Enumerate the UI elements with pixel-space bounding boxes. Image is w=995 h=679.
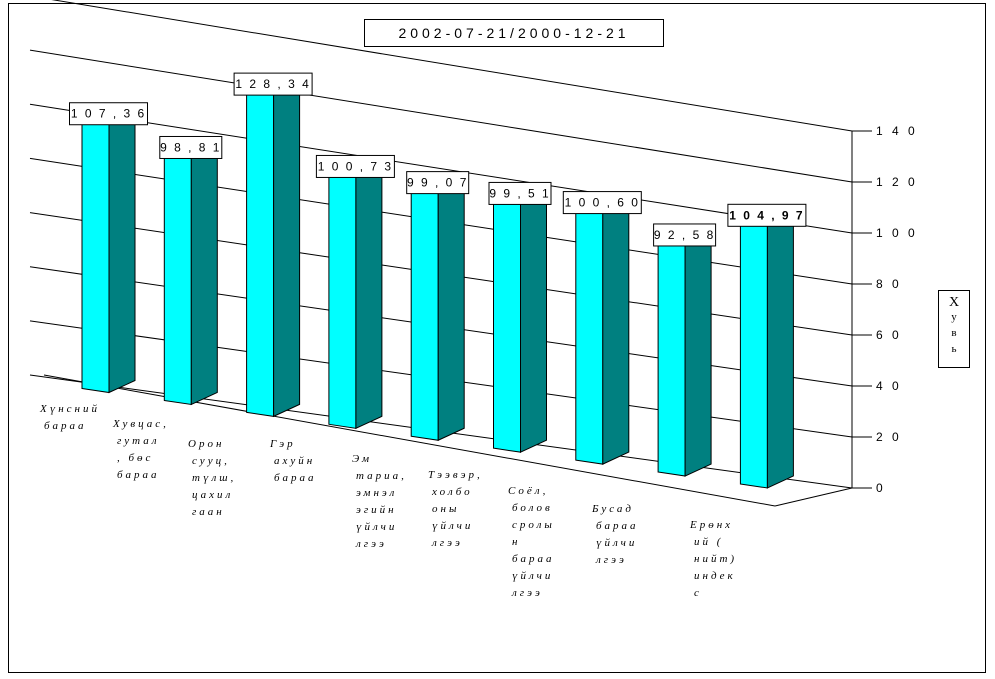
x-tick-label: Эм тариа, эмнэл эгийн үйлчи лгээ bbox=[352, 453, 407, 550]
bar-side bbox=[355, 158, 383, 430]
bar-side bbox=[108, 105, 136, 394]
floor-side-edge bbox=[774, 487, 853, 507]
y-tick-label: 6 0 bbox=[876, 328, 902, 342]
x-tick-label: Хүнсний бараа bbox=[39, 403, 100, 432]
data-label: 9 2 , 5 8 bbox=[654, 228, 715, 242]
x-tick-label: Тээвэр, холбо оны үйлчи лгээ bbox=[428, 469, 483, 549]
gridline bbox=[51, 0, 853, 132]
y-tick-label: 1 2 0 bbox=[876, 175, 918, 189]
y-tick-label: 0 bbox=[876, 481, 886, 495]
y-tick-label: 1 4 0 bbox=[876, 124, 918, 138]
bar-front bbox=[163, 147, 192, 406]
data-label: 1 0 4 , 9 7 bbox=[729, 208, 804, 222]
x-tick-label: Бусад бараа үйлчи лгээ bbox=[591, 503, 639, 566]
data-label-box bbox=[233, 72, 313, 96]
y-tick-label: 8 0 bbox=[876, 277, 902, 291]
bar-front bbox=[328, 166, 357, 429]
data-label-box bbox=[488, 181, 552, 205]
data-label: 1 2 8 , 3 4 bbox=[235, 77, 310, 91]
y-tick-label: 4 0 bbox=[876, 379, 902, 393]
data-label: 1 0 0 , 7 3 bbox=[318, 159, 393, 173]
data-label: 9 9 , 0 7 bbox=[407, 176, 468, 190]
y-tick-label: 2 0 bbox=[876, 430, 902, 444]
data-label: 1 0 7 , 3 6 bbox=[71, 107, 146, 121]
x-tick-label: Ерөнх ий (нийт) индек с bbox=[689, 519, 737, 599]
bar-front bbox=[410, 183, 439, 441]
data-label-box bbox=[406, 171, 470, 195]
bar-front bbox=[739, 215, 768, 489]
gridline bbox=[29, 49, 853, 183]
y-axis-label-char: ь bbox=[951, 343, 957, 355]
bar-side bbox=[190, 139, 218, 406]
x-tick-label: Гэр ахуйн бараа bbox=[269, 438, 317, 484]
bar-front bbox=[493, 193, 521, 453]
bar-side bbox=[766, 207, 794, 489]
y-axis-label-char: в bbox=[951, 327, 957, 339]
data-label-box bbox=[69, 102, 148, 126]
bar-front bbox=[575, 203, 604, 465]
y-axis-label-char: у bbox=[951, 311, 957, 323]
bar-side bbox=[602, 194, 630, 465]
bar-side bbox=[273, 76, 301, 418]
data-label: 9 8 , 8 1 bbox=[160, 140, 221, 154]
y-tick-label: 1 0 0 bbox=[876, 226, 918, 240]
bar-front bbox=[657, 235, 686, 477]
x-tick-label: Хувцас, гутал, бөс бараа bbox=[112, 418, 169, 481]
data-label: 1 0 0 , 6 0 bbox=[565, 196, 640, 210]
chart-title: 2002-07-21/2000-12-21 bbox=[364, 19, 664, 47]
data-label-box bbox=[653, 223, 717, 247]
data-label: 9 9 , 5 1 bbox=[489, 186, 550, 200]
x-tick-label: Соёл, болов сролы н бараа үйлчи лгээ bbox=[508, 485, 555, 599]
data-label-box bbox=[159, 135, 223, 159]
bar-side bbox=[520, 185, 547, 453]
data-label-box bbox=[727, 203, 807, 227]
bar-front bbox=[81, 114, 110, 394]
bar-front bbox=[246, 84, 275, 417]
data-label-box bbox=[315, 154, 395, 178]
x-tick-label: Орон сууц, түлш, цахил гаан bbox=[188, 438, 236, 518]
bar-side bbox=[684, 227, 712, 477]
data-label-box bbox=[562, 191, 642, 215]
y-axis-label-char: Х bbox=[948, 295, 960, 310]
gridline bbox=[29, 103, 853, 234]
bar-side bbox=[437, 174, 465, 442]
